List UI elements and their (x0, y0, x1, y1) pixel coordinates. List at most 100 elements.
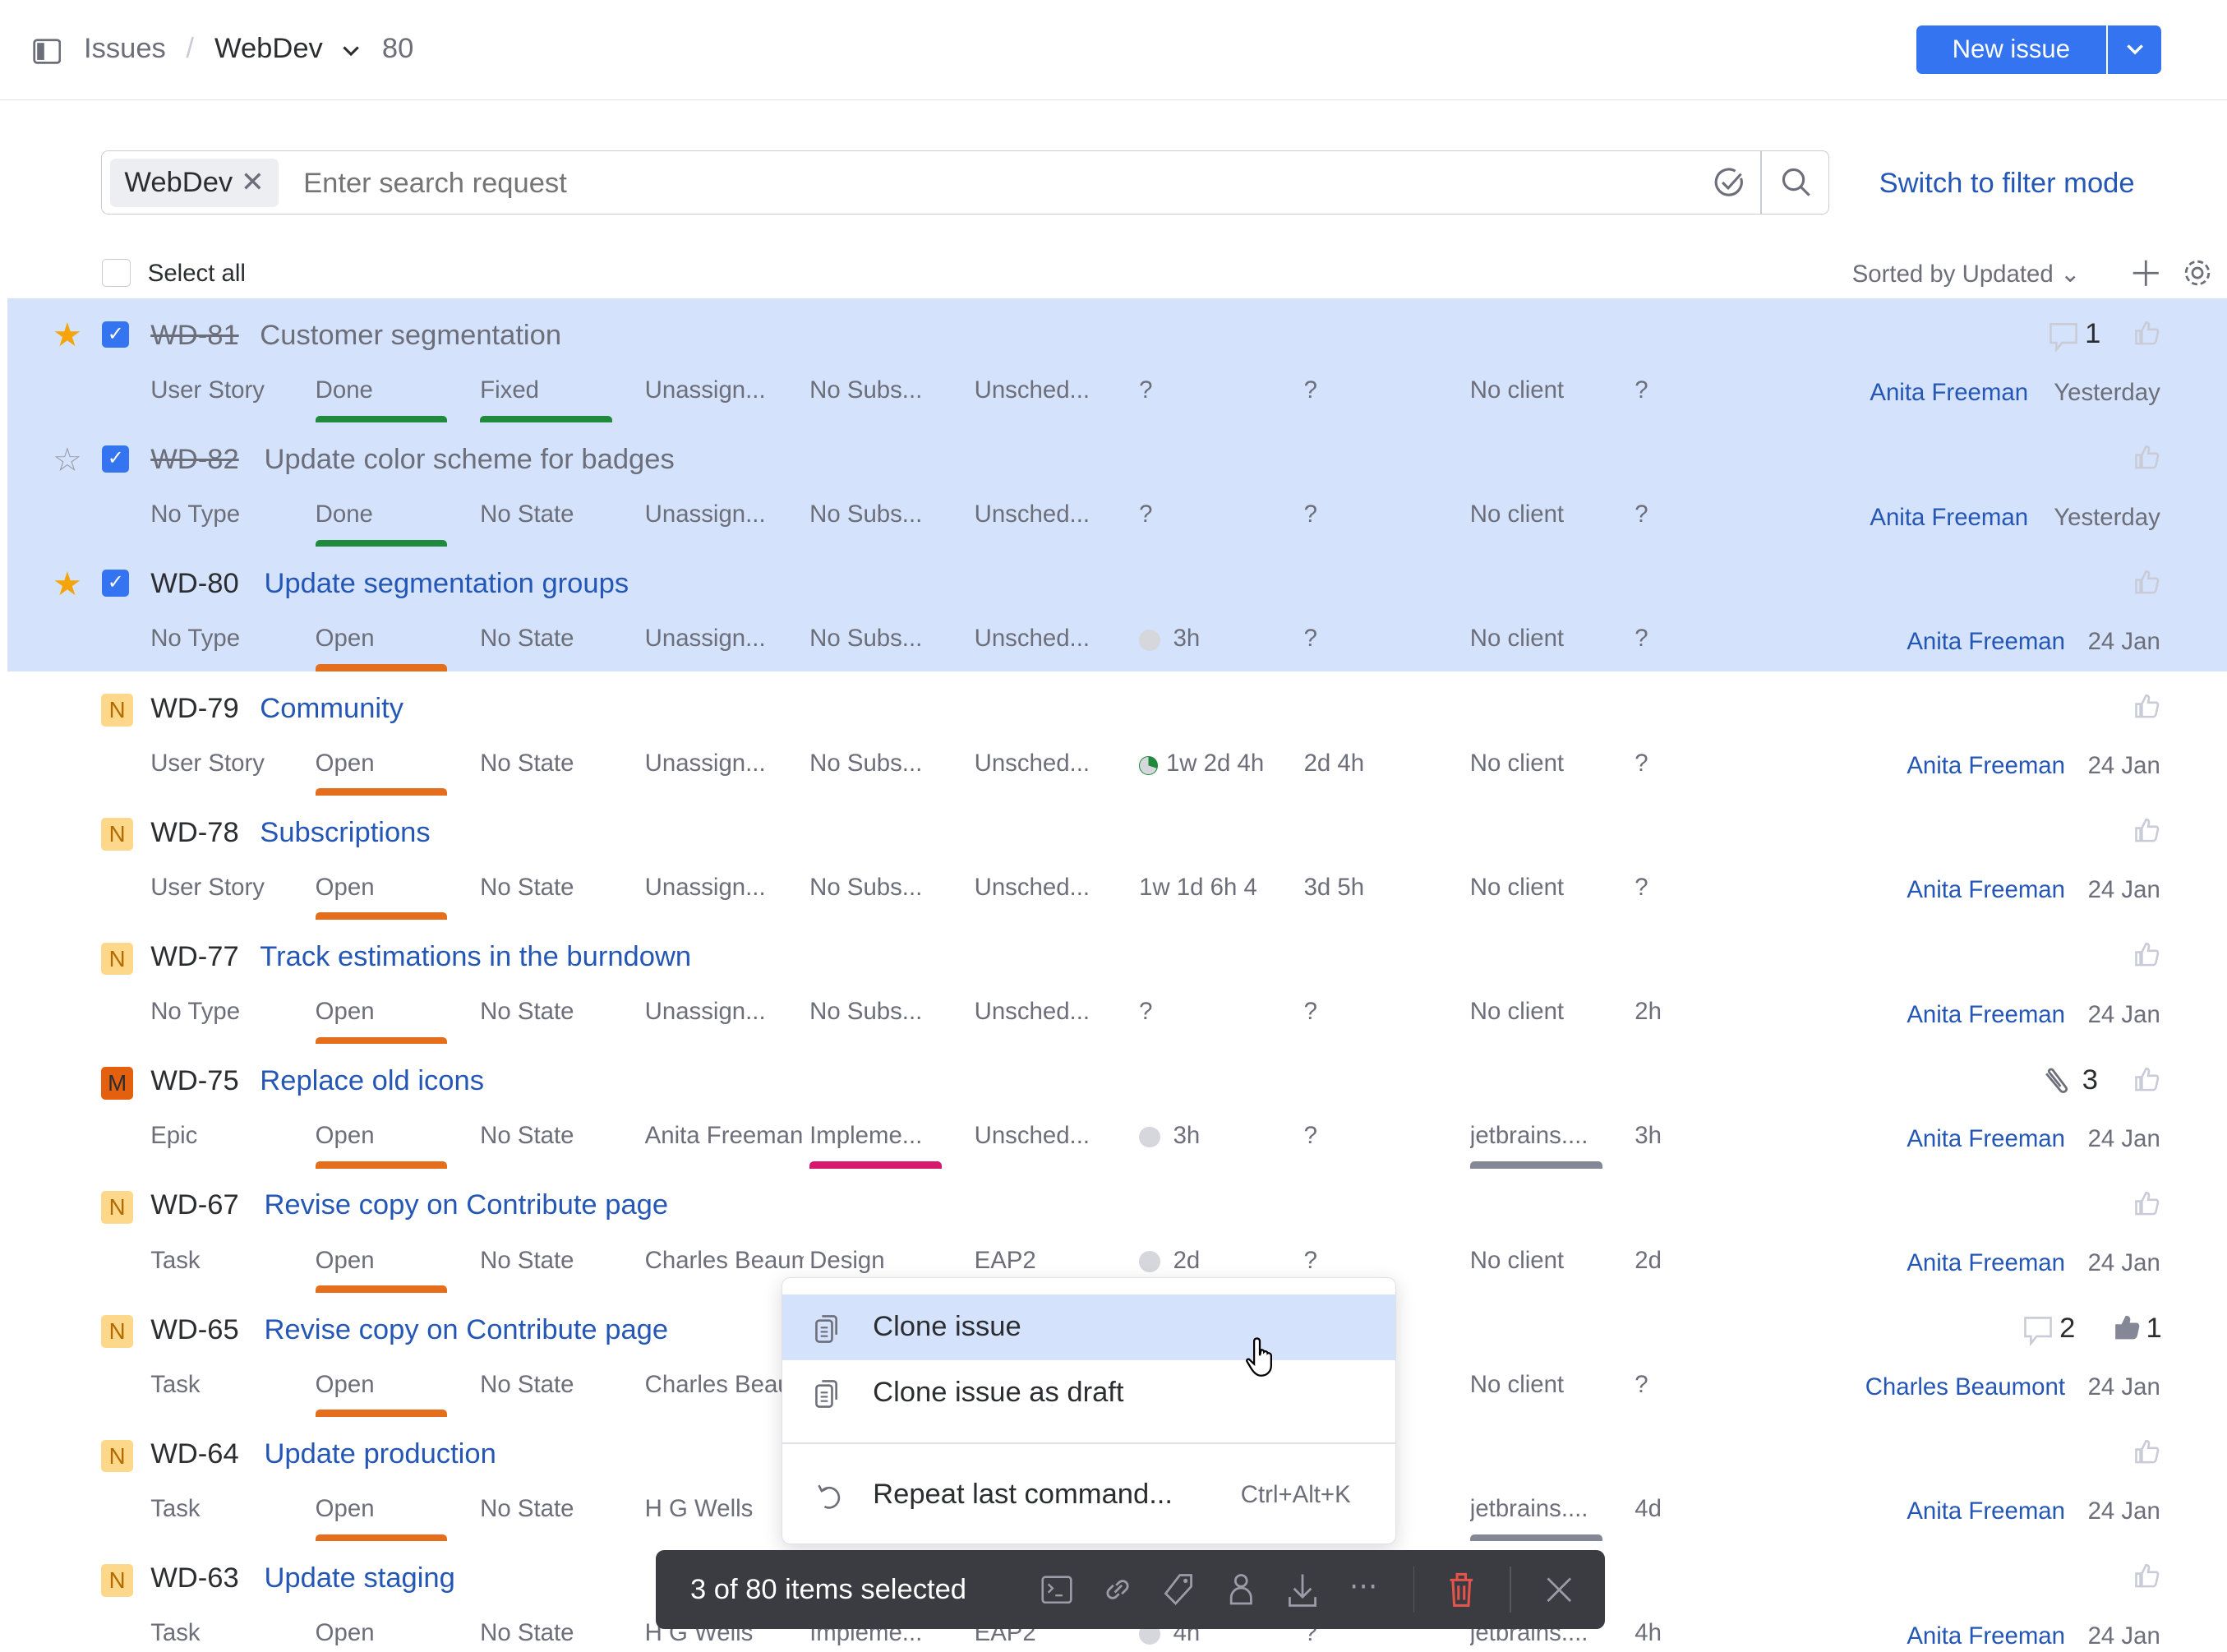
field-value[interactable]: 3h (1173, 625, 1201, 653)
issue-id[interactable]: WD-75 (150, 1065, 239, 1097)
issue-checkbox[interactable]: ✓ (102, 570, 130, 597)
field-value[interactable]: jetbrains.... (1469, 1122, 1588, 1150)
reporter-link[interactable]: Anita Freeman (1907, 1622, 2065, 1650)
issue-id[interactable]: WD-64 (150, 1437, 239, 1470)
search-chip[interactable]: WebDev ✕ (110, 158, 279, 207)
field-value[interactable]: No State (480, 998, 574, 1026)
reporter-link[interactable]: Anita Freeman (1907, 1000, 2065, 1028)
field-value[interactable]: No client (1469, 376, 1565, 404)
reporter-link[interactable]: Anita Freeman (1870, 503, 2029, 531)
field-value[interactable]: Open (315, 1495, 375, 1523)
field-value[interactable]: Open (315, 1619, 375, 1647)
field-value[interactable]: Unassign... (644, 998, 766, 1026)
reporter-link[interactable]: Anita Freeman (1870, 379, 2029, 407)
field-value[interactable]: No Subs... (809, 998, 923, 1026)
vote-icon[interactable] (2133, 1188, 2165, 1225)
field-value[interactable]: ? (1139, 501, 1153, 528)
field-value[interactable]: Unsched... (974, 376, 1090, 404)
priority-badge[interactable]: N (100, 1315, 134, 1349)
field-value[interactable]: ? (1635, 873, 1648, 901)
field-value[interactable]: No Subs... (809, 625, 923, 653)
settings-gear-icon[interactable] (2182, 257, 2213, 288)
field-value[interactable]: 1w 1d 6h 4 (1139, 873, 1257, 901)
field-value[interactable]: ? (1635, 749, 1648, 777)
reporter-link[interactable]: Charles Beaumont (1865, 1373, 2065, 1401)
field-value[interactable]: Done (315, 501, 373, 528)
menu-item-repeat-last-command[interactable]: Repeat last command... Ctrl+Alt+K (782, 1462, 1396, 1528)
issue-summary[interactable]: Update segmentation groups (264, 568, 629, 600)
issue-summary[interactable]: Update staging (264, 1562, 455, 1594)
field-value[interactable]: 4d (1635, 1495, 1662, 1523)
assignee-icon[interactable] (1227, 1572, 1256, 1606)
issue-row[interactable]: N WD-64 Update production Task Open No State H… (0, 1417, 2227, 1542)
field-value[interactable]: Unsched... (974, 998, 1090, 1026)
select-all-checkbox[interactable] (102, 258, 131, 288)
issue-checkbox[interactable]: ✓ (102, 321, 130, 348)
close-icon[interactable] (1545, 1576, 1574, 1604)
issue-id[interactable]: WD-81 (150, 319, 239, 351)
star-icon[interactable]: ★ (52, 565, 82, 602)
field-value[interactable]: Unassign... (644, 625, 766, 653)
issue-id[interactable]: WD-82 (150, 444, 239, 476)
field-value[interactable]: No client (1469, 625, 1565, 653)
field-value[interactable]: Task (150, 1495, 201, 1523)
field-value[interactable]: 2h (1635, 998, 1662, 1026)
field-value[interactable]: No client (1469, 873, 1565, 901)
reporter-link[interactable]: Anita Freeman (1907, 752, 2065, 780)
field-value[interactable]: No State (480, 873, 574, 901)
issue-checkbox[interactable]: ✓ (102, 445, 130, 473)
field-value[interactable]: 3d 5h (1303, 873, 1365, 901)
field-value[interactable]: No Subs... (809, 873, 923, 901)
issue-summary[interactable]: Subscriptions (260, 816, 431, 848)
field-value[interactable]: Unsched... (974, 501, 1090, 528)
tag-icon[interactable] (1163, 1572, 1194, 1606)
issue-summary[interactable]: Replace old icons (260, 1065, 484, 1097)
issue-summary[interactable]: Track estimations in the burndown (260, 941, 692, 972)
field-value[interactable]: No Type (150, 501, 241, 528)
field-value[interactable]: Task (150, 1619, 201, 1647)
priority-badge[interactable]: N (100, 942, 134, 976)
star-icon[interactable]: ☆ (52, 441, 82, 478)
search-input[interactable] (300, 163, 1699, 205)
field-value[interactable]: No State (480, 1619, 574, 1647)
priority-badge[interactable]: N (100, 1191, 134, 1224)
vote-icon[interactable] (2133, 567, 2165, 604)
field-value[interactable]: Task (150, 1370, 201, 1398)
issue-summary[interactable]: Update color scheme for badges (264, 444, 675, 476)
field-value[interactable]: No client (1469, 1246, 1565, 1274)
field-value[interactable]: ? (1303, 998, 1317, 1026)
field-value[interactable]: Unsched... (974, 625, 1090, 653)
field-value[interactable]: EAP2 (974, 1246, 1036, 1274)
issue-row[interactable]: ★ ✓ WD-81 Customer segmentation User Story Do… (0, 298, 2227, 423)
star-icon[interactable]: ★ (52, 317, 82, 354)
field-value[interactable]: Charles Beaumont (644, 1370, 805, 1398)
field-value[interactable]: No Subs... (809, 376, 923, 404)
field-value[interactable]: User Story (150, 749, 265, 777)
vote-icon[interactable] (2114, 1313, 2145, 1350)
field-value[interactable]: ? (1635, 376, 1648, 404)
field-value[interactable]: 2d (1635, 1246, 1662, 1274)
new-issue-button[interactable]: New issue (1916, 25, 2107, 74)
reporter-link[interactable]: Anita Freeman (1907, 627, 2065, 655)
issue-row[interactable]: M WD-75 Replace old icons Epic Open No State A… (0, 1044, 2227, 1169)
field-value[interactable]: User Story (150, 873, 265, 901)
menu-item-clone-issue-as-draft[interactable]: Clone issue as draft (782, 1360, 1396, 1426)
issue-row[interactable]: N WD-77 Track estimations in the burndown N… (0, 920, 2227, 1045)
reporter-link[interactable]: Anita Freeman (1907, 1497, 2065, 1525)
reporter-link[interactable]: Anita Freeman (1907, 1249, 2065, 1277)
command-icon[interactable] (1041, 1576, 1072, 1604)
sort-dropdown[interactable]: Sorted by Updated ⌄ (1851, 261, 2081, 288)
issue-row[interactable]: N WD-65 Revise copy on Contribute page Task… (0, 1293, 2227, 1417)
field-value[interactable]: ? (1139, 376, 1153, 404)
add-icon[interactable] (2132, 259, 2160, 288)
issue-id[interactable]: WD-77 (150, 941, 239, 972)
field-value[interactable]: No State (480, 501, 574, 528)
field-value[interactable]: Open (315, 1370, 375, 1398)
field-value[interactable]: Open (315, 1122, 375, 1150)
switch-filter-mode-link[interactable]: Switch to filter mode (1879, 167, 2135, 199)
field-value[interactable]: No State (480, 1495, 574, 1523)
reporter-link[interactable]: Anita Freeman (1907, 876, 2065, 904)
priority-badge[interactable]: N (100, 818, 134, 851)
issue-id[interactable]: WD-80 (150, 568, 239, 600)
vote-icon[interactable] (2133, 442, 2165, 479)
